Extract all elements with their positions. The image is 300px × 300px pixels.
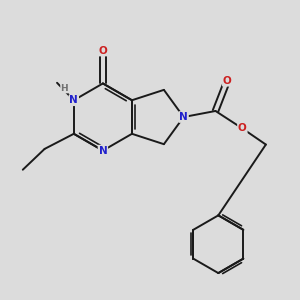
Text: N: N xyxy=(179,112,188,122)
Text: O: O xyxy=(223,76,232,86)
Text: N: N xyxy=(69,95,78,105)
Text: O: O xyxy=(238,123,247,134)
Text: H: H xyxy=(61,84,68,93)
Text: N: N xyxy=(98,146,107,156)
Text: O: O xyxy=(98,46,107,56)
